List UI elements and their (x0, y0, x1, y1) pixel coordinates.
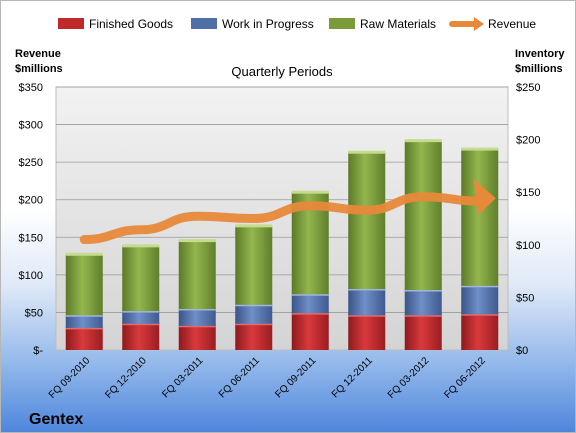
bar-raw-materials (122, 245, 160, 312)
bar-finished-goods (404, 315, 442, 350)
bar-raw-materials (348, 152, 386, 289)
x-tick-label: FQ 09-2010 (47, 355, 93, 401)
bar-cap (235, 224, 273, 228)
bar-work-in-progress (122, 311, 160, 324)
company-name: Gentex (29, 411, 83, 428)
bar-work-in-progress (235, 304, 273, 324)
left-tick-label: $300 (19, 120, 43, 132)
x-tick-label: FQ 12-2011 (330, 355, 375, 400)
x-tick-label: FQ 09-2011 (273, 355, 318, 400)
legend-swatch (329, 18, 355, 29)
bar-cap (461, 147, 499, 151)
x-tick-label: FQ 06-2012 (442, 355, 488, 401)
right-tick-label: $150 (516, 187, 540, 199)
left-axis-label: $millions (15, 63, 63, 75)
x-tick-label: FQ 12-2010 (103, 355, 149, 401)
x-tick-label: FQ 03-2012 (386, 355, 432, 401)
bar-finished-goods (65, 327, 103, 350)
legend-label: Raw Materials (360, 17, 436, 31)
bar-raw-materials (178, 240, 216, 309)
bar-raw-materials (404, 140, 442, 291)
bar-raw-materials (65, 254, 103, 316)
bar-work-in-progress (65, 315, 103, 328)
left-axis-label: Revenue (15, 48, 61, 60)
right-tick-label: $50 (516, 292, 534, 304)
bar-cap (65, 252, 103, 256)
legend-label: Finished Goods (89, 17, 173, 31)
legend-swatch (191, 18, 217, 29)
revenue-arrowhead (473, 179, 496, 216)
right-axis-label: $millions (515, 63, 563, 75)
left-tick-label: $100 (19, 270, 43, 282)
bar-raw-materials (235, 225, 273, 305)
left-tick-label: $250 (19, 157, 43, 169)
x-tick-label: FQ 03-2011 (160, 355, 205, 400)
bar-cap (404, 139, 442, 143)
bar-work-in-progress (461, 285, 499, 315)
bar-finished-goods (348, 315, 386, 350)
left-tick-label: $200 (19, 195, 43, 207)
bar-work-in-progress (291, 294, 329, 314)
legend-swatch (58, 18, 84, 29)
right-tick-label: $100 (516, 240, 540, 252)
right-tick-label: $200 (516, 135, 540, 147)
right-axis-label: Inventory (515, 48, 565, 60)
legend-label: Work in Progress (222, 17, 314, 31)
revenue-line (79, 192, 485, 245)
bar-work-in-progress (178, 308, 216, 326)
right-tick-label: $250 (516, 82, 540, 94)
bar-cap (122, 244, 160, 248)
bar-cap (348, 150, 386, 154)
bar-cap (178, 239, 216, 243)
x-tick-label: FQ 06-2011 (217, 355, 262, 400)
bar-finished-goods (461, 314, 499, 350)
legend-label: Revenue (488, 17, 536, 31)
bar-cap (122, 322, 160, 326)
bar-finished-goods (235, 323, 273, 350)
right-tick-label: $0 (516, 345, 528, 357)
left-tick-label: $- (33, 345, 43, 357)
bar-finished-goods (291, 313, 329, 350)
left-tick-label: $350 (19, 82, 43, 94)
left-tick-label: $50 (25, 307, 43, 319)
bar-cap (291, 190, 329, 194)
bar-finished-goods (122, 323, 160, 350)
left-tick-label: $150 (19, 232, 43, 244)
bar-finished-goods (178, 325, 216, 350)
bar-work-in-progress (404, 290, 442, 316)
bar-work-in-progress (348, 288, 386, 316)
legend-arrow (474, 17, 484, 31)
chart-title: Quarterly Periods (231, 64, 333, 79)
bar-raw-materials (461, 149, 499, 286)
